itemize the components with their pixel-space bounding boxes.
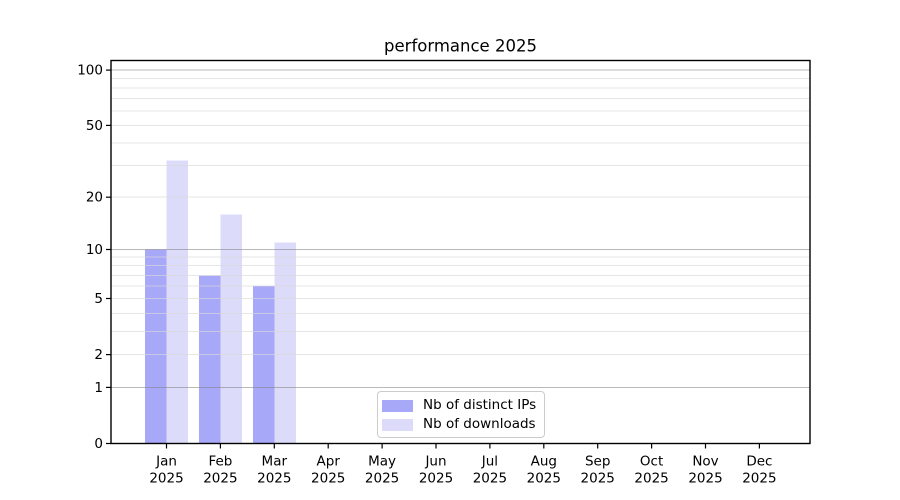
x-tick-label-apr: Apr 2025 [311, 454, 345, 487]
bar-distinct-ips-mar [252, 286, 275, 444]
x-tick-label-jun: Jun 2025 [419, 454, 453, 487]
x-tick-label-dec: Dec 2025 [742, 454, 776, 487]
legend-box: Nb of distinct IPs Nb of downloads [377, 391, 545, 438]
y-tick-label-10: 10 [86, 242, 103, 258]
x-tick-label-aug: Aug 2025 [527, 454, 561, 487]
legend-entry-distinct-ips: Nb of distinct IPs [382, 398, 536, 413]
y-tick-label-1: 1 [94, 380, 103, 396]
bar-distinct-ips-jan [145, 249, 167, 444]
legend-entry-downloads: Nb of downloads [382, 417, 536, 432]
x-tick-label-jul: Jul 2025 [473, 454, 507, 487]
x-tick-label-sep: Sep 2025 [581, 454, 615, 487]
legend-label-distinct-ips: Nb of distinct IPs [423, 397, 537, 413]
x-tick-label-nov: Nov 2025 [688, 454, 722, 487]
y-tick-label-50: 50 [86, 118, 103, 134]
legend-swatch-distinct-ips [382, 399, 413, 412]
y-tick-label-100: 100 [77, 63, 103, 79]
x-tick-label-oct: Oct 2025 [634, 454, 668, 487]
plot-border [110, 59, 811, 445]
gridlines-group [111, 69, 810, 388]
bar-downloads-jan [166, 160, 188, 444]
x-tick-label-jan: Jan 2025 [149, 454, 183, 487]
chart-title: performance 2025 [384, 37, 537, 56]
bar-downloads-feb [220, 214, 242, 444]
y-tick-label-0: 0 [94, 436, 103, 452]
x-tick-label-feb: Feb 2025 [203, 454, 237, 487]
bar-distinct-ips-feb [198, 275, 221, 444]
bars-group [145, 160, 296, 444]
legend-label-downloads: Nb of downloads [423, 416, 536, 432]
y-tick-label-2: 2 [94, 347, 103, 363]
x-tick-label-may: May 2025 [365, 454, 399, 487]
y-tick-label-5: 5 [94, 291, 103, 307]
x-tick-label-mar: Mar 2025 [257, 454, 291, 487]
bar-downloads-mar [274, 242, 296, 444]
legend-swatch-downloads [382, 418, 413, 431]
y-tick-label-20: 20 [86, 190, 103, 206]
